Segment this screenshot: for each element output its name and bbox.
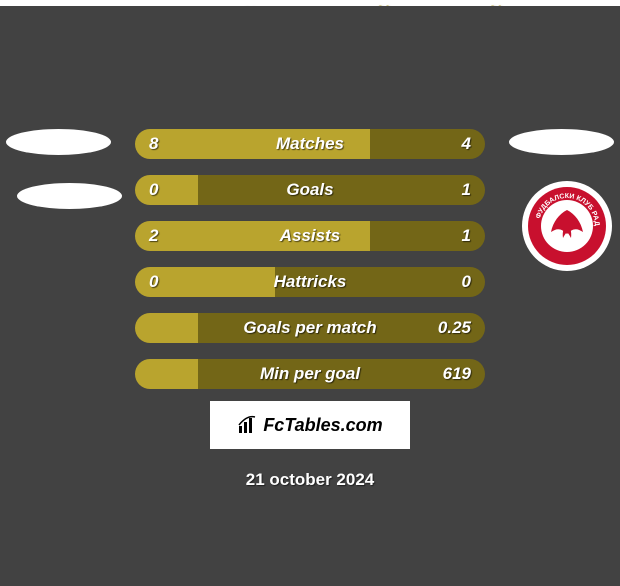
stat-row: Goals0 1 (135, 175, 485, 205)
left-player-placeholder-1 (6, 129, 111, 155)
stat-value-left: 0 (149, 267, 158, 297)
stat-value-left: 8 (149, 129, 158, 159)
stat-row: Hattricks0 0 (135, 267, 485, 297)
footer-date: 21 october 2024 (0, 470, 620, 490)
stat-value-left: 0 (149, 175, 158, 205)
stat-label: Hattricks (135, 267, 485, 297)
stat-row: Min per goal619 (135, 359, 485, 389)
stat-label: Goals per match (135, 313, 485, 343)
brand-logo-icon (237, 415, 257, 435)
stat-label: Assists (135, 221, 485, 251)
stat-label: Matches (135, 129, 485, 159)
brand-badge[interactable]: FcTables.com (210, 401, 410, 449)
club-badge-center (541, 200, 593, 252)
brand-text: FcTables.com (263, 415, 382, 436)
stat-row: Matches8 4 (135, 129, 485, 159)
left-player-placeholder-2 (17, 183, 122, 209)
eagle-icon (545, 204, 589, 248)
stat-value-right: 0.25 (438, 313, 471, 343)
stat-value-right: 1 (462, 175, 471, 205)
stat-comparison-bars: Matches84Goals01Assists21Hattricks00Goal… (135, 129, 485, 405)
right-player-club-badge: ФУДБАЛСКИ КЛУБ РАДНИЧКИ (522, 181, 612, 271)
stat-row: Goals per match0.25 (135, 313, 485, 343)
stat-label: Min per goal (135, 359, 485, 389)
stat-value-left: 2 (149, 221, 158, 251)
stat-value-right: 619 (443, 359, 471, 389)
stat-value-right: 4 (462, 129, 471, 159)
stat-value-right: 1 (462, 221, 471, 251)
stat-value-right: 0 (462, 267, 471, 297)
right-player-placeholder (509, 129, 614, 155)
stat-row: Assists2 1 (135, 221, 485, 251)
stat-label: Goals (135, 175, 485, 205)
